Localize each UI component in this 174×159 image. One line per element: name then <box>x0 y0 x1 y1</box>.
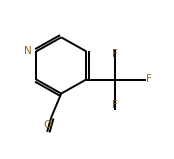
Text: F: F <box>112 100 118 110</box>
Text: F: F <box>146 75 151 84</box>
Text: N: N <box>24 46 31 56</box>
Text: O: O <box>43 120 51 130</box>
Text: F: F <box>112 49 118 59</box>
